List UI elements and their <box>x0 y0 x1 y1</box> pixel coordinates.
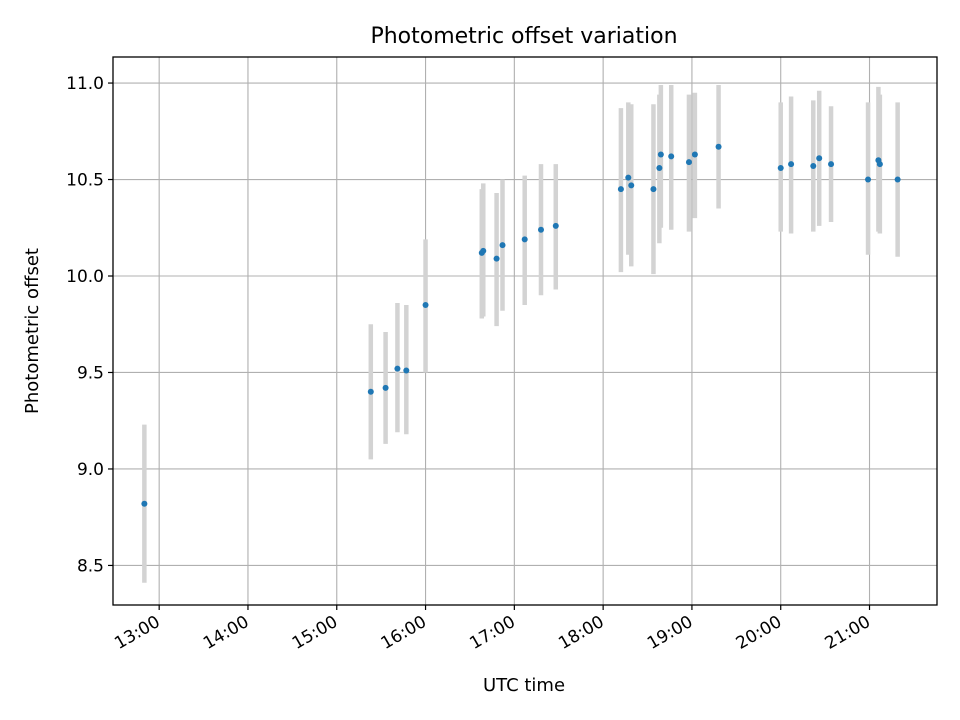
data-point <box>650 186 657 193</box>
data-point <box>141 500 148 507</box>
data-point <box>816 155 823 162</box>
data-point <box>521 236 528 243</box>
data-point <box>403 367 410 374</box>
data-point <box>537 226 544 233</box>
y-tick-label: 11.0 <box>66 74 104 94</box>
data-point <box>499 242 506 249</box>
y-tick-label: 9.0 <box>77 460 104 480</box>
data-point <box>422 301 429 308</box>
data-point <box>394 365 401 372</box>
data-point <box>628 182 635 189</box>
data-point <box>493 255 500 262</box>
data-point <box>382 384 389 391</box>
data-point <box>777 164 784 171</box>
data-point <box>788 161 795 168</box>
data-point <box>656 164 663 171</box>
data-point <box>625 174 632 181</box>
data-point <box>865 176 872 183</box>
data-point <box>480 247 487 254</box>
data-point <box>876 161 883 168</box>
chart-title: Photometric offset variation <box>370 24 677 49</box>
data-point <box>715 143 722 150</box>
x-axis-label: UTC time <box>483 675 565 696</box>
data-point <box>552 222 559 229</box>
y-tick-label: 9.5 <box>77 363 104 383</box>
data-point <box>828 161 835 168</box>
data-point <box>668 153 675 160</box>
y-tick-label: 10.0 <box>66 267 104 287</box>
data-point <box>617 186 624 193</box>
y-axis-ticks: 8.5 9.0 9.5 10.0 10.5 11.0 <box>66 74 113 576</box>
data-point <box>685 159 692 166</box>
y-axis-label: Photometric offset <box>22 248 43 414</box>
data-points <box>141 143 901 507</box>
data-point <box>367 388 374 395</box>
data-point <box>657 151 664 158</box>
y-tick-label: 10.5 <box>66 171 104 191</box>
data-point <box>691 151 698 158</box>
plot-frame <box>112 56 938 606</box>
data-point <box>894 176 901 183</box>
data-point <box>810 163 817 170</box>
y-tick-label: 8.5 <box>77 556 104 576</box>
